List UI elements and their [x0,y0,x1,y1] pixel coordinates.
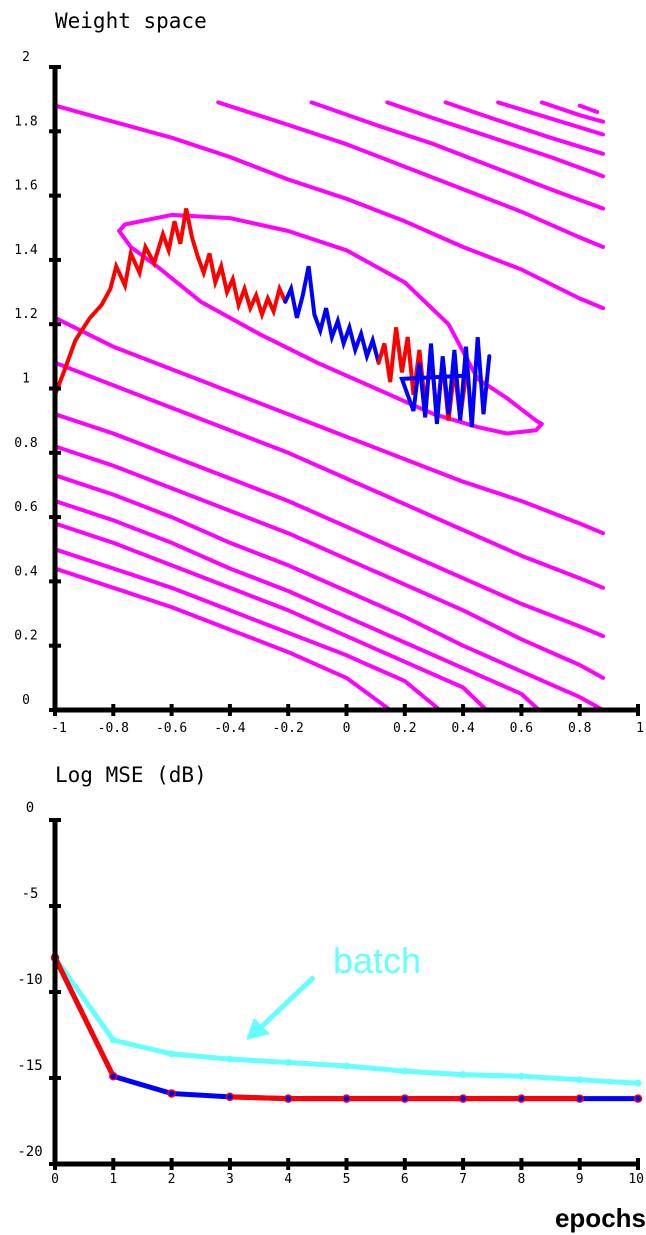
y-tick-label: -15 [17,1058,42,1074]
online-point [225,1092,235,1102]
weight-space-title: Weight space [55,9,207,33]
contour-line-15 [53,499,541,712]
x-tick-label: 3 [226,1172,234,1187]
contour-line-11 [53,360,605,590]
training-path-segment-1 [53,208,288,397]
y-tick-label: 0 [26,800,34,816]
batch-arrow-shaft [256,975,316,1032]
weight-space-axes: -1 -0.8 -0.6 -0.4 -0.2 0 0.2 0.4 0.6 0.8 1 0 0.2 0.4 0… [14,50,644,736]
contour-line-1 [53,103,605,311]
batch-arrow-head [246,1018,270,1040]
contour-line-16 [53,521,489,712]
y-tick-label: 0.4 [14,564,38,579]
batch-point [168,1050,176,1058]
x-tick-label: 10 [628,1172,644,1187]
x-tick-label: 0.8 [568,721,591,736]
x-tick-label: 5 [343,1172,351,1187]
batch-point [284,1059,292,1067]
x-tick-label: 9 [576,1172,584,1187]
x-tick-label: 6 [401,1172,409,1187]
x-tick-label: -0.4 [214,721,245,736]
batch-point [634,1079,642,1087]
y-tick-label: 0.8 [14,436,37,451]
y-tick-label: 0.2 [14,629,37,644]
log-mse-axes: 0 1 2 3 4 5 6 7 8 9 10 0 -5 -10 -15 -20 [17,800,644,1187]
contour-line-4 [385,100,605,179]
y-tick-label: 1 [22,372,30,387]
y-tick-label: 2 [22,50,30,65]
contour-line-6 [496,100,605,137]
y-tick-label: 1.2 [14,307,37,322]
contour-line-2 [216,100,605,249]
batch-point [343,1062,350,1070]
batch-point [517,1072,525,1080]
online-point [400,1094,410,1103]
online-point [458,1094,468,1103]
contour-lines [53,100,605,712]
y-tick-label: -5 [22,886,39,902]
x-axis-label-epochs: epochs [555,1203,646,1233]
batch-point [576,1076,584,1084]
contour-line-10 [53,315,605,536]
training-paths [53,208,492,428]
x-tick-label: 0 [343,721,351,736]
learning-curves [50,953,643,1103]
x-tick-label: -1 [51,721,67,736]
x-tick-label: 2 [168,1172,176,1187]
training-path-segment-4 [399,336,492,428]
online-point [283,1094,293,1103]
contour-line-8 [577,103,600,114]
online-curve-red-1 [52,955,116,1079]
x-tick-label: 4 [284,1172,292,1187]
contour-line-12 [53,412,605,639]
training-path-segment-2 [283,265,381,365]
online-point [342,1094,351,1103]
x-tick-label: 1 [109,1172,117,1187]
x-tick-label: 0.6 [510,721,533,736]
y-tick-label: -20 [17,1144,42,1160]
contour-line-9 [117,212,544,436]
y-tick-label: -10 [17,972,42,988]
contour-line-14 [53,473,605,712]
contour-line-17 [53,547,442,712]
x-tick-label: 7 [459,1172,467,1187]
x-tick-label: -0.6 [156,721,187,736]
y-tick-label: 0.6 [14,500,37,515]
batch-point [401,1067,409,1075]
online-point [575,1094,584,1103]
online-point [109,1072,118,1081]
batch-point [109,1036,117,1044]
online-point [633,1094,643,1103]
log-mse-title: Log MSE (dB) [55,763,207,787]
y-tick-label: 1.8 [14,114,37,129]
y-tick-label: 1.4 [14,243,38,258]
x-tick-label: 0.2 [393,721,416,736]
log-mse-chart: Log MSE (dB) 0 1 2 3 4 5 6 7 8 9 10 0 -5 -10 -15 -20 ba… [17,763,646,1233]
contour-line-5 [443,100,605,156]
x-tick-label: 1 [636,721,644,736]
contour-line-18 [53,566,393,712]
y-tick-label: 0 [22,693,30,708]
online-point [167,1089,176,1098]
x-tick-label: -0.8 [98,721,129,736]
contour-line-3 [309,100,605,211]
x-tick-label: 0 [51,1172,59,1187]
batch-annotation: batch [333,940,421,981]
x-tick-label: 8 [517,1172,525,1187]
x-tick-label: 0.4 [451,721,475,736]
y-tick-label: 1.6 [14,179,37,194]
contour-line-13 [53,444,605,680]
batch-point [459,1071,467,1079]
online-point [517,1094,526,1103]
batch-point [226,1055,234,1063]
weight-space-chart: Weight space -1 -0.8 -0.6 -0.4 -0.2 0 0.2 0.4 0.… [14,9,644,736]
contour-line-7 [539,100,605,124]
x-tick-label: -0.2 [273,721,304,736]
